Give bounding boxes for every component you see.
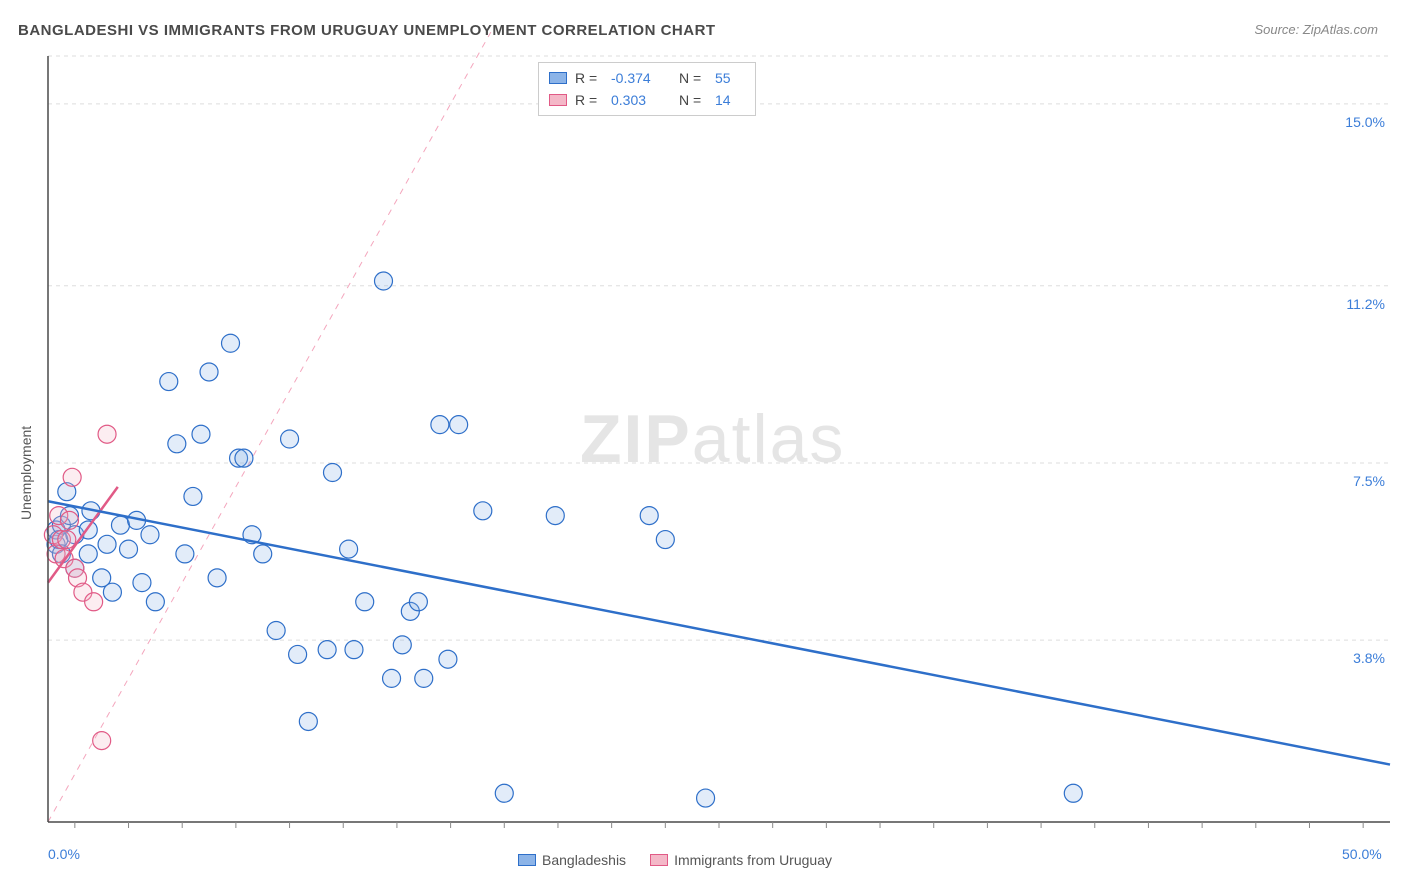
r-label: R = <box>575 92 603 108</box>
legend-top-row: R = -0.374 N = 55 <box>549 67 745 89</box>
r-label: R = <box>575 70 603 86</box>
legend-label: Immigrants from Uruguay <box>674 852 832 868</box>
legend-item: Bangladeshis <box>518 852 626 868</box>
legend-top-row: R = 0.303 N = 14 <box>549 89 745 111</box>
r-value: 0.303 <box>611 92 671 108</box>
legend-top: R = -0.374 N = 55 R = 0.303 N = 14 <box>538 62 756 116</box>
legend-bottom: Bangladeshis Immigrants from Uruguay <box>518 852 832 868</box>
x-tick-label: 0.0% <box>48 846 80 862</box>
y-tick-label: 3.8% <box>1335 650 1385 666</box>
legend-item: Immigrants from Uruguay <box>650 852 832 868</box>
n-value: 14 <box>715 92 745 108</box>
n-label: N = <box>679 92 707 108</box>
legend-swatch-icon <box>518 854 536 866</box>
scatter-plot <box>0 0 1406 892</box>
n-label: N = <box>679 70 707 86</box>
legend-swatch-icon <box>650 854 668 866</box>
chart-container: BANGLADESHI VS IMMIGRANTS FROM URUGUAY U… <box>0 0 1406 892</box>
y-tick-label: 15.0% <box>1335 114 1385 130</box>
y-tick-label: 11.2% <box>1335 296 1385 312</box>
legend-swatch-icon <box>549 72 567 84</box>
legend-swatch-icon <box>549 94 567 106</box>
x-tick-label: 50.0% <box>1342 846 1382 862</box>
n-value: 55 <box>715 70 745 86</box>
r-value: -0.374 <box>611 70 671 86</box>
legend-label: Bangladeshis <box>542 852 626 868</box>
y-tick-label: 7.5% <box>1335 473 1385 489</box>
